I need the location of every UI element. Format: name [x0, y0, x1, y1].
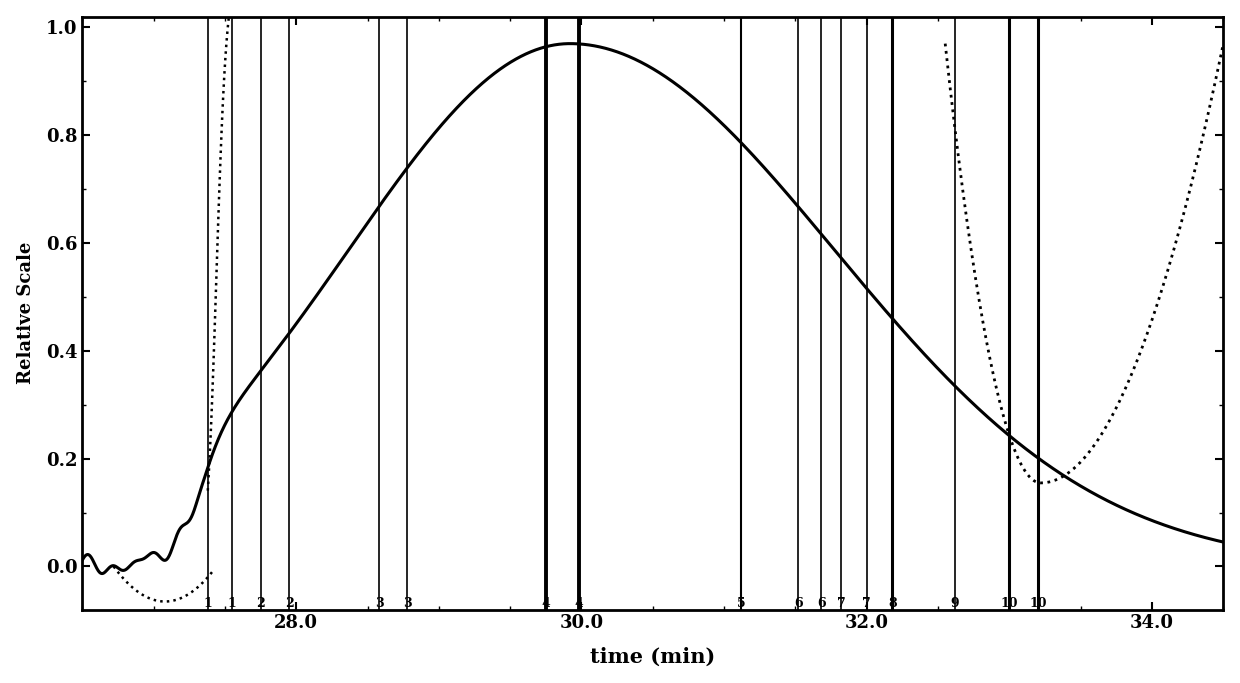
Text: 3: 3	[374, 597, 383, 610]
Text: 9: 9	[951, 597, 960, 610]
Text: 5: 5	[737, 597, 745, 610]
Text: 6: 6	[817, 597, 826, 610]
Text: 2: 2	[285, 597, 294, 610]
Text: 4: 4	[542, 597, 551, 610]
Text: 6: 6	[794, 597, 802, 610]
Y-axis label: Relative Scale: Relative Scale	[16, 242, 35, 385]
Text: 10: 10	[1029, 597, 1047, 610]
Text: 10: 10	[1001, 597, 1018, 610]
Text: 8: 8	[888, 597, 897, 610]
Text: 1: 1	[203, 597, 212, 610]
Text: 3: 3	[403, 597, 412, 610]
Text: 2: 2	[257, 597, 265, 610]
Text: 7: 7	[837, 597, 846, 610]
Text: 4: 4	[574, 597, 583, 610]
Text: 7: 7	[862, 597, 872, 610]
X-axis label: time (min): time (min)	[590, 646, 715, 667]
Text: 1: 1	[228, 597, 237, 610]
